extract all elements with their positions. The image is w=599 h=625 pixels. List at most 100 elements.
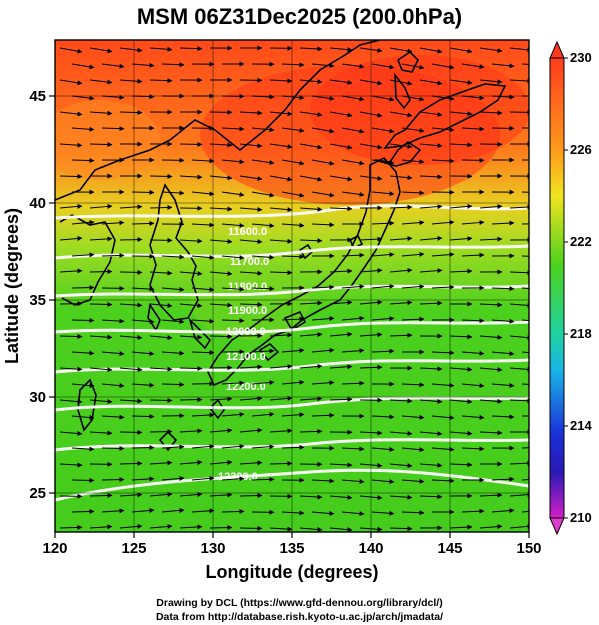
map-title: MSM 06Z31Dec2025 (200.0hPa) [136,4,463,29]
wind-vector [389,332,413,338]
wind-vector [389,175,413,181]
x-tick-label: 125 [121,540,146,557]
wind-vector [419,494,443,500]
wind-vector [431,95,455,102]
wind-vector [329,111,353,118]
wind-vector [311,127,335,134]
wind-vector [239,110,263,116]
credit-data-source: Data from http://database.rish.kyoto-u.a… [155,611,444,623]
wind-vector [71,383,95,389]
wind-vector [311,478,335,484]
wind-vector [449,79,473,85]
wind-vector [209,175,233,181]
wind-vector [359,175,383,181]
wind-vector [71,509,95,515]
y-tick-label: 45 [29,88,46,105]
wind-vector [491,63,515,69]
wind-vector [479,398,503,404]
wind-vector [311,347,335,353]
wind-vector [419,235,443,241]
wind-vector [521,447,529,449]
wind-vector [371,283,395,289]
wind-vector [419,431,443,437]
wind-vector [329,494,353,500]
wind-vector [299,111,323,117]
wind-vector [191,287,215,293]
wind-vector [251,476,275,482]
wind-vector [449,47,473,54]
wind-vector [119,78,143,84]
colorbar-tick-label: 230 [570,50,592,65]
y-tick-label: 40 [29,195,46,212]
wind-vector [281,444,305,450]
wind-vector [329,462,353,468]
wind-vector [281,127,305,133]
wind-vector [371,191,395,197]
wind-vector [419,174,443,180]
wind-vector [389,494,413,500]
wind-vector [461,318,485,324]
wind-vector [209,334,233,340]
wind-vector [299,175,323,182]
wind-vector [59,142,83,148]
wind-vector [389,463,413,469]
wind-vector [71,252,95,258]
wind-vector [149,429,173,435]
wind-vector [59,203,83,209]
wind-vector [299,363,323,369]
contour-label: 11700.0 [230,256,269,268]
wind-vector [491,351,515,357]
wind-vector [521,478,529,481]
wind-vector [239,427,263,433]
wind-vector [269,332,293,338]
wind-vector [389,526,413,532]
wind-vector [251,444,275,450]
wind-vector [89,430,113,436]
wind-vector [149,46,173,52]
wind-vector [161,444,185,450]
contour-label: 12200.0 [226,381,266,393]
wind-vector [221,286,245,292]
wind-vector [59,173,83,179]
wind-vector [119,492,143,498]
wind-vector [161,254,185,260]
wind-vector [359,495,383,501]
wind-vector [239,239,263,245]
wind-vector [329,206,353,212]
wind-vector [479,47,503,54]
wind-vector [281,191,305,198]
wind-vector [149,397,173,403]
wind-vector [299,300,323,306]
wind-vector [401,316,425,322]
wind-vector [161,319,185,325]
wind-vector [221,255,245,261]
wind-vector [161,507,185,513]
wind-vector [71,415,95,421]
wind-vector [239,302,263,308]
wind-vector [119,367,143,373]
wind-vector [431,415,455,421]
wind-vector [119,398,143,404]
wind-vector [89,524,113,530]
wind-vector [299,206,323,212]
wind-vector [449,203,473,209]
wind-vector [401,95,425,102]
wind-vector [479,79,503,85]
wind-vector [131,319,155,325]
wind-vector [359,462,383,468]
wind-vector [311,63,335,69]
wind-vector [461,446,485,452]
wind-vector [449,399,473,405]
wind-vector [221,159,245,165]
x-axis-label: Longitude (degrees) [205,562,378,582]
wind-vector [269,428,293,434]
wind-vector [119,335,143,341]
wind-vector [311,95,335,101]
wind-vector [359,364,383,370]
wind-vector [479,524,503,530]
wind-vector [59,111,83,117]
wind-vector [431,252,455,258]
wind-vector [389,300,413,306]
wind-vector [191,158,215,164]
wind-vector [359,332,383,338]
